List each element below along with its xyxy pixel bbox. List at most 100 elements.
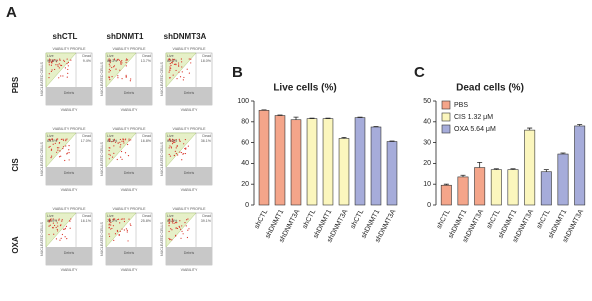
event-dot (70, 59, 72, 61)
event-dot (119, 141, 121, 143)
event-dot (183, 76, 185, 79)
debris-gate (166, 247, 212, 265)
event-dot (60, 138, 63, 140)
event-dot (49, 139, 51, 141)
x-label: VIABILITY (61, 188, 78, 192)
event-dot (112, 66, 115, 68)
event-dot (171, 239, 173, 241)
event-dot (176, 227, 179, 230)
event-dot (51, 227, 54, 229)
event-dot (66, 153, 68, 155)
event-dot (121, 78, 123, 80)
event-dot (125, 65, 127, 67)
event-dot (125, 138, 127, 140)
event-dot (52, 218, 54, 220)
event-dot (111, 66, 113, 69)
event-dot (68, 152, 70, 154)
event-dot (187, 229, 189, 231)
event-dot (109, 220, 111, 222)
event-dot (113, 152, 115, 154)
event-dot (169, 239, 171, 241)
event-dot (172, 139, 174, 141)
event-dot (52, 143, 54, 145)
event-dot (68, 145, 70, 147)
event-dot (56, 228, 58, 231)
event-dot (56, 59, 58, 61)
event-dot (181, 66, 183, 68)
live-gate (45, 132, 77, 168)
bar (507, 169, 519, 206)
event-dot (127, 240, 129, 242)
dead-label: Dead (82, 134, 91, 138)
event-dot (175, 138, 177, 141)
row-header: CIS (11, 158, 20, 172)
event-dot (108, 139, 110, 141)
event-dot (184, 222, 186, 224)
live-label: Live (47, 214, 54, 218)
error-bar (493, 168, 499, 170)
plot-title: VIABILITY PROFILE (112, 127, 146, 131)
event-dot (183, 143, 185, 145)
debris-gate (46, 87, 92, 105)
event-dot (181, 71, 183, 73)
bar (474, 167, 486, 206)
bar (490, 169, 502, 206)
x-label: VIABILITY (181, 108, 198, 112)
event-dot (178, 71, 180, 73)
event-dot (168, 218, 170, 220)
panel-label: B (232, 64, 243, 81)
event-dot (122, 218, 124, 220)
live-label: Live (47, 134, 54, 138)
debris-gate (106, 87, 152, 105)
event-dot (112, 225, 115, 227)
event-dot (184, 152, 187, 155)
error-bar (261, 109, 267, 111)
event-dot (116, 230, 119, 233)
event-dot (179, 228, 182, 230)
event-dot (50, 148, 53, 150)
event-dot (59, 58, 61, 60)
error-bar (309, 117, 315, 119)
event-dot (119, 138, 121, 141)
event-dot (116, 59, 118, 61)
event-dot (170, 59, 172, 61)
event-dot (58, 218, 60, 220)
event-dot (126, 231, 128, 233)
event-dot (188, 72, 190, 74)
y-tick-label: 40 (423, 119, 431, 126)
event-dot (123, 220, 126, 223)
event-dot (60, 155, 62, 157)
event-dot (181, 230, 183, 232)
live-percent: 82.0% (167, 59, 178, 63)
event-dot (62, 147, 64, 150)
event-dot (120, 60, 122, 63)
event-dot (116, 229, 119, 232)
event-dot (67, 61, 70, 64)
event-dot (183, 152, 185, 155)
event-dot (176, 78, 178, 80)
live-percent: 83.9% (47, 219, 58, 223)
event-dot (168, 59, 170, 61)
event-dot (61, 233, 64, 236)
legend-swatch (441, 124, 451, 134)
event-dot (177, 154, 179, 156)
event-dot (170, 140, 172, 142)
event-dot (186, 219, 188, 221)
event-dot (54, 59, 56, 61)
live-percent: 60.9% (167, 219, 178, 223)
live-percent: 90.6% (47, 59, 58, 63)
event-dot (109, 59, 112, 61)
event-dot (173, 141, 175, 143)
event-dot (67, 68, 69, 71)
live-label: Live (167, 214, 174, 218)
event-dot (50, 59, 52, 61)
event-dot (121, 158, 123, 160)
event-dot (115, 68, 117, 70)
y-tick-label: 10 (423, 181, 431, 188)
event-dot (52, 59, 54, 61)
event-dot (168, 147, 170, 149)
event-dot (108, 76, 110, 79)
event-dot (185, 148, 187, 150)
event-dot (50, 155, 53, 157)
y-label: NUCLEATED CELLS (40, 141, 44, 175)
